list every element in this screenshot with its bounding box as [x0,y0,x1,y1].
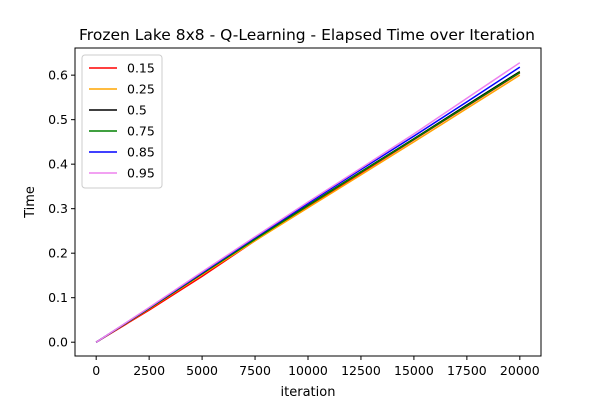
x-tick-label: 2500 [133,363,165,378]
legend-label: 0.25 [127,82,155,97]
chart-title: Frozen Lake 8x8 - Q-Learning - Elapsed T… [79,26,535,44]
y-tick-label: 0.6 [48,68,68,83]
y-tick-label: 0.4 [48,157,68,172]
legend-label: 0.85 [127,145,155,160]
y-tick-label: 0.2 [48,246,68,261]
x-tick-label: 0 [92,363,100,378]
x-axis: 0 2500 5000 7500 10000 12500 15000 17500 20000 [92,356,540,378]
legend-label: 0.15 [127,61,155,76]
y-axis: 0.0 0.1 0.2 0.3 0.4 0.5 0.6 [48,68,75,350]
x-tick-label: 15000 [394,363,434,378]
legend-label: 0.75 [127,124,155,139]
x-tick-label: 17500 [447,363,487,378]
legend-label: 0.5 [127,103,147,118]
y-tick-label: 0.0 [48,335,68,350]
y-tick-label: 0.5 [48,112,68,127]
x-tick-label: 12500 [341,363,381,378]
legend-label: 0.95 [127,166,155,181]
x-tick-label: 7500 [239,363,271,378]
plot-area [95,62,521,343]
y-axis-label: Time [23,186,38,219]
y-tick-label: 0.3 [48,201,68,216]
x-axis-label: iteration [281,385,336,400]
x-tick-label: 10000 [288,363,328,378]
x-tick-label: 20000 [500,363,540,378]
legend: 0.15 0.25 0.5 0.75 0.85 0.95 [81,54,163,189]
x-tick-label: 5000 [186,363,218,378]
series-line-0.95 [95,62,521,343]
y-tick-label: 0.1 [48,290,68,305]
